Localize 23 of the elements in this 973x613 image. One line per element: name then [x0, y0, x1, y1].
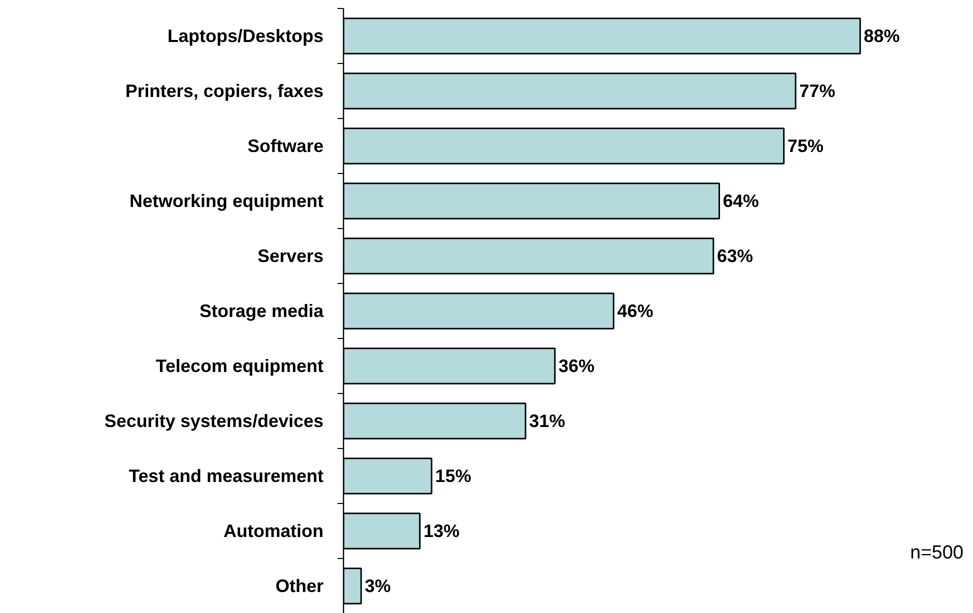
data-label: 3% [364, 576, 391, 596]
y-tick-label: Telecom equipment [156, 356, 324, 376]
y-tick-label: Networking equipment [129, 191, 324, 211]
y-tick-label: Software [247, 136, 324, 156]
y-tick-label: Test and measurement [128, 466, 324, 486]
data-label: 36% [558, 356, 595, 376]
data-label: 13% [423, 521, 460, 541]
data-label: 77% [799, 81, 836, 101]
data-label: 88% [864, 26, 900, 46]
y-tick-label: Automation [224, 521, 324, 541]
y-tick-label: Storage media [199, 301, 324, 321]
y-tick-label: Printers, copiers, faxes [125, 81, 324, 101]
y-tick-label: Security systems/devices [104, 411, 324, 431]
data-label: 75% [787, 136, 824, 156]
data-label: 31% [529, 411, 566, 431]
y-tick-label: Servers [257, 246, 324, 266]
y-tick-label: Laptops/Desktops [167, 26, 324, 46]
data-label: 64% [722, 191, 759, 211]
data-label: 63% [717, 246, 754, 266]
text: n=500 [910, 542, 964, 564]
data-label: 15% [435, 466, 472, 486]
y-tick-label: Other [275, 576, 324, 596]
data-label: 46% [617, 301, 654, 321]
